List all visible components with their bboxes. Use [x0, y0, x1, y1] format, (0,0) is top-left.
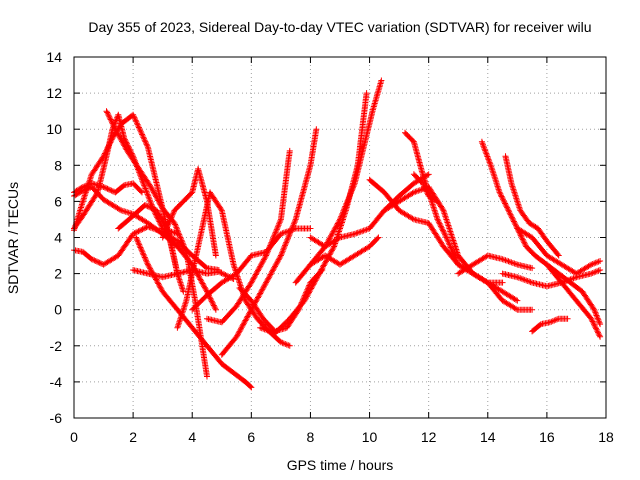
series-arc5 [103, 108, 210, 380]
series-arc9 [130, 267, 237, 283]
y-tick-label: -4 [50, 374, 63, 390]
series-arc21 [381, 184, 536, 313]
x-tick-labels: 0 2 4 6 8 10 12 14 16 18 [70, 429, 614, 445]
series-arc14 [218, 126, 320, 358]
x-tick-label: 2 [129, 429, 137, 445]
x-tick-label: 12 [421, 429, 437, 445]
y-tick-label: 4 [54, 230, 62, 246]
series-arc15 [236, 266, 326, 335]
series-arc19 [307, 234, 382, 268]
series-arc26 [502, 153, 562, 259]
series-arc13 [204, 147, 293, 326]
x-tick-label: 14 [480, 429, 496, 445]
x-tick-label: 10 [362, 429, 378, 445]
chart-title: Day 355 of 2023, Sidereal Day-to-day VTE… [88, 19, 591, 35]
x-tick-label: 6 [247, 429, 255, 445]
y-tick-label: -6 [50, 410, 63, 426]
x-tick-label: 4 [188, 429, 196, 445]
series-arc24 [455, 252, 536, 277]
y-tick-labels: -6 -4 -2 0 2 4 6 8 10 12 14 [46, 49, 62, 426]
y-tick-label: 6 [54, 193, 62, 209]
y-tick-label: 14 [46, 49, 62, 65]
data-series-group [71, 77, 604, 391]
x-tick-label: 0 [70, 429, 78, 445]
y-tick-label: -2 [50, 338, 63, 354]
y-tick-label: 12 [46, 85, 62, 101]
x-tick-label: 8 [307, 429, 315, 445]
series-arc28 [514, 225, 604, 277]
series-arc16 [257, 90, 370, 337]
series-arc25 [478, 138, 604, 340]
series-arc30 [543, 261, 604, 328]
y-axis-label: SDTVAR / TECUs [5, 182, 21, 294]
series-arc23 [410, 171, 441, 205]
series-arc20 [366, 176, 521, 304]
x-tick-label: 18 [598, 429, 614, 445]
series-arc7 [133, 234, 255, 391]
y-tick-label: 0 [54, 302, 62, 318]
series-arc29 [529, 315, 571, 335]
x-axis-label: GPS time / hours [287, 457, 394, 473]
series-arc8 [115, 202, 187, 295]
axis-ticks [73, 56, 607, 419]
y-tick-label: 8 [54, 157, 62, 173]
y-tick-label: 10 [46, 121, 62, 137]
y-tick-label: 2 [54, 266, 62, 282]
x-tick-label: 16 [539, 429, 555, 445]
